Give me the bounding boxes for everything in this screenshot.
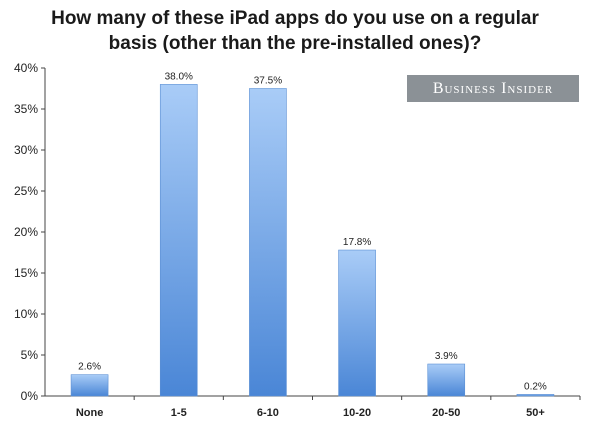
y-tick-label: 10% (14, 307, 38, 321)
x-tick-label-50+: 50+ (526, 407, 545, 419)
y-tick-label: 15% (14, 266, 38, 280)
data-label-50+: 0.2% (524, 381, 547, 392)
y-tick-label: 25% (14, 184, 38, 198)
y-tick-label: 20% (14, 225, 38, 239)
data-label-10-20: 17.8% (343, 237, 371, 248)
x-tick-label-20-50: 20-50 (432, 407, 460, 419)
bar-50+ (516, 394, 555, 397)
data-label-1-5: 38.0% (165, 71, 193, 82)
y-tick-label: 35% (14, 102, 38, 116)
x-tick-label-None: None (76, 407, 104, 419)
data-label-None: 2.6% (78, 362, 101, 373)
chart-bars (70, 84, 555, 397)
y-tick-label: 0% (21, 389, 39, 403)
x-tick-label-10-20: 10-20 (343, 407, 371, 419)
x-tick-label-1-5: 1-5 (171, 407, 187, 419)
data-label-6-10: 37.5% (254, 76, 282, 87)
x-tick-label-6-10: 6-10 (257, 407, 279, 419)
bar-6-10 (249, 88, 287, 397)
chart-axes: 0% 5% 10% 15% 20% 25% 30% 35% 40% (14, 61, 581, 403)
bar-1-5 (159, 84, 198, 397)
bar-None (70, 374, 109, 397)
chart-title-line-1: How many of these iPad apps do you use o… (51, 8, 539, 29)
bar-20-50 (427, 363, 466, 397)
chart-title-line-2: basis (other than the pre-installed ones… (108, 33, 482, 54)
bar-10-20 (338, 249, 376, 397)
chart-title: How many of these iPad apps do you use o… (0, 6, 590, 56)
chart-labels: 2.6% None 38.0% 1-5 37.5% 6-10 17.8% 10-20 3.9% 2… (76, 71, 547, 419)
y-tick-label: 40% (14, 61, 38, 75)
data-label-20-50: 3.9% (435, 351, 458, 362)
brand-logo: Business Insider (407, 75, 579, 102)
y-tick-label: 30% (14, 143, 38, 157)
y-tick-label: 5% (21, 348, 39, 362)
